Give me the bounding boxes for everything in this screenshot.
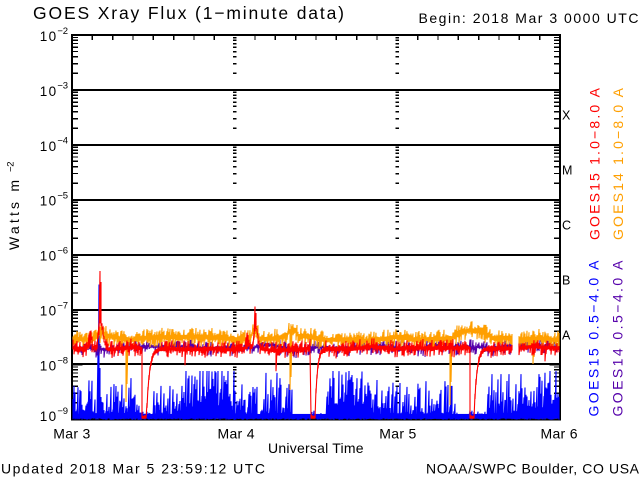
svg-text:−7: −7 [57,300,68,311]
svg-text:−6: −6 [57,245,68,256]
svg-text:−5: −5 [57,191,68,202]
svg-text:10: 10 [40,409,56,424]
svg-text:Mar 5: Mar 5 [379,425,416,441]
svg-text:A: A [562,328,571,342]
svg-text:−9: −9 [57,406,68,417]
svg-text:−4: −4 [57,136,68,147]
svg-text:Mar 4: Mar 4 [218,425,255,441]
svg-text:GOES15 1.0−8.0 A: GOES15 1.0−8.0 A [587,87,603,240]
svg-text:10: 10 [40,29,56,44]
svg-text:−2: −2 [57,26,68,37]
svg-text:10: 10 [40,84,56,99]
svg-text:GOES14 1.0−8.0 A: GOES14 1.0−8.0 A [610,87,626,240]
svg-text:Universal Time: Universal Time [268,440,364,456]
svg-text:−3: −3 [57,81,68,92]
svg-text:Mar 3: Mar 3 [53,425,90,441]
svg-text:Begin: 2018 Mar 3 0000 UTC: Begin: 2018 Mar 3 0000 UTC [419,10,639,26]
svg-text:NOAA/SWPC Boulder, CO USA: NOAA/SWPC Boulder, CO USA [426,460,640,476]
svg-text:10: 10 [40,194,56,209]
svg-text:−2: −2 [6,161,17,172]
svg-text:10: 10 [40,358,56,373]
svg-text:Mar 6: Mar 6 [541,425,578,441]
svg-text:Updated 2018 Mar 5 23:59:12 U: Updated 2018 Mar 5 23:59:12 UTC [1,460,265,476]
svg-text:10: 10 [40,304,56,319]
svg-text:B: B [562,273,570,287]
svg-text:GOES14 0.5−4.0 A: GOES14 0.5−4.0 A [610,260,626,417]
svg-text:−8: −8 [57,355,68,366]
svg-text:X: X [562,109,571,123]
svg-text:GOES15 0.5−4.0 A: GOES15 0.5−4.0 A [586,260,602,417]
svg-text:GOES Xray Flux (1−minute data): GOES Xray Flux (1−minute data) [33,3,344,23]
svg-text:Watts m: Watts m [6,180,22,250]
svg-text:10: 10 [40,139,56,154]
svg-text:M: M [562,164,572,178]
svg-text:C: C [562,219,571,233]
svg-text:10: 10 [40,249,56,264]
